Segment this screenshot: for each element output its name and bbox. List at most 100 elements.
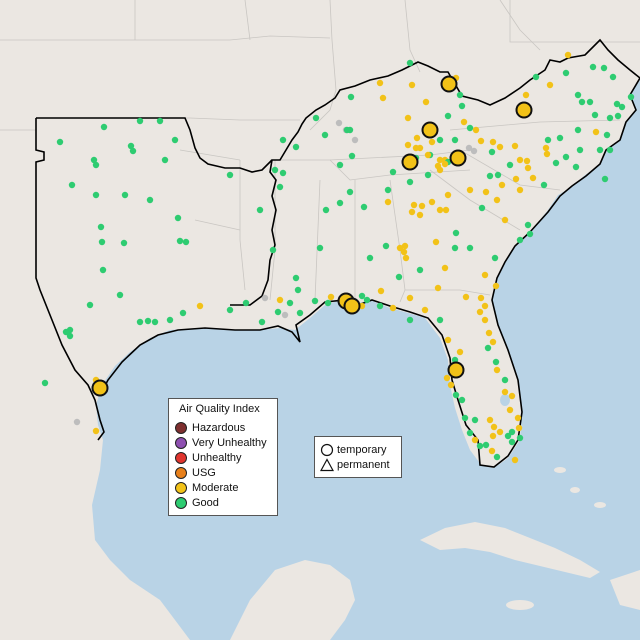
monitor-marker: [161, 156, 169, 164]
monitor-marker: [336, 161, 344, 169]
monitor-marker: [606, 114, 614, 122]
lake-okeechobee: [500, 394, 510, 406]
monitor-marker: [466, 429, 474, 437]
monitor-marker: [578, 98, 586, 106]
monitor-marker: [514, 414, 522, 422]
monitor-marker: [460, 118, 468, 126]
monitor-marker: [493, 366, 501, 374]
monitor-marker: [408, 208, 416, 216]
monitor-marker: [274, 308, 282, 316]
monitor-marker: [174, 214, 182, 222]
monitor-marker: [226, 306, 234, 314]
monitor-marker: [424, 171, 432, 179]
legend-item-permanent: permanent: [320, 458, 390, 472]
monitor-marker: [516, 186, 524, 194]
legend-swatch: [175, 437, 187, 449]
monitor-marker: [136, 318, 144, 326]
monitor-marker: [62, 328, 70, 336]
monitor-marker: [451, 244, 459, 252]
monitor-marker: [488, 148, 496, 156]
land-bahamas-2: [570, 487, 580, 493]
monitor-marker: [316, 244, 324, 252]
monitor-marker: [384, 186, 392, 194]
monitor-marker: [92, 161, 100, 169]
state-boundaries: [0, 0, 640, 303]
monitor-marker: [256, 206, 264, 214]
triangle-icon: [320, 458, 334, 472]
monitor-marker: [358, 292, 366, 300]
monitor-marker: [129, 147, 137, 155]
monitor-marker: [116, 291, 124, 299]
monitor-marker: [56, 138, 64, 146]
monitor-marker: [532, 73, 540, 81]
monitor-marker: [465, 144, 473, 152]
monitor-marker: [428, 138, 436, 146]
monitor-marker: [452, 391, 460, 399]
monitor-marker: [182, 238, 190, 246]
monitor-marker: [511, 142, 519, 150]
monitor-marker: [482, 441, 490, 449]
monitor-marker: [478, 204, 486, 212]
monitor-marker: [136, 117, 144, 125]
monitor-marker: [366, 254, 374, 262]
monitor-marker: [471, 436, 479, 444]
monitor-marker: [348, 152, 356, 160]
monitor-marker: [618, 103, 626, 111]
legend-item-usg: USG: [175, 466, 216, 480]
monitor-marker: [441, 264, 449, 272]
monitor-marker: [100, 123, 108, 131]
monitor-marker: [406, 178, 414, 186]
monitor-marker: [466, 244, 474, 252]
monitor-marker: [493, 196, 501, 204]
monitor-marker: [292, 274, 300, 282]
monitor-marker: [421, 306, 429, 314]
monitor-marker: [296, 309, 304, 317]
monitor-marker: [627, 93, 635, 101]
legend-label: Very Unhealthy: [192, 437, 267, 449]
monitor-marker: [576, 146, 584, 154]
monitor-marker: [489, 138, 497, 146]
monitor-marker: [482, 188, 490, 196]
monitor-marker: [416, 144, 424, 152]
monitor-marker: [490, 423, 498, 431]
monitor-marker: [286, 299, 294, 307]
monitor-marker: [269, 246, 277, 254]
monitor-marker: [73, 418, 81, 426]
monitor-marker: [508, 438, 516, 446]
monitor-marker: [516, 236, 524, 244]
monitor-marker: [121, 191, 129, 199]
monitor-marker: [99, 266, 107, 274]
monitor-marker: [324, 299, 332, 307]
monitor-marker: [379, 94, 387, 102]
legend-item-unhealthy: Unhealthy: [175, 451, 242, 465]
monitor-marker: [493, 453, 501, 461]
monitor-marker: [312, 114, 320, 122]
monitor-marker: [529, 174, 537, 182]
monitor-marker: [485, 329, 493, 337]
monitor-marker: [166, 316, 174, 324]
land-bahamas-3: [594, 502, 606, 508]
monitor-marker: [606, 146, 614, 154]
monitor-marker: [144, 317, 152, 325]
monitor-marker: [416, 266, 424, 274]
monitor-marker: [613, 100, 621, 108]
land-cuba: [420, 522, 600, 578]
monitor-marker: [92, 191, 100, 199]
monitor-type-legend: temporary permanent: [314, 436, 402, 478]
monitor-marker: [335, 119, 343, 127]
monitor-marker: [481, 271, 489, 279]
monitor-marker: [276, 296, 284, 304]
monitor-marker: [261, 294, 269, 302]
monitor-marker: [524, 164, 532, 172]
monitor-marker: [472, 126, 480, 134]
land-jamaica: [506, 600, 534, 610]
monitor-marker: [442, 206, 450, 214]
monitor-marker: [127, 142, 135, 150]
monitor-marker: [68, 181, 76, 189]
monitor-marker: [363, 296, 371, 304]
monitor-marker: [176, 237, 184, 245]
monitor-marker: [512, 175, 520, 183]
monitor-marker: [600, 64, 608, 72]
monitor-marker: [377, 287, 385, 295]
legend-item-very-unhealthy: Very Unhealthy: [175, 436, 267, 450]
